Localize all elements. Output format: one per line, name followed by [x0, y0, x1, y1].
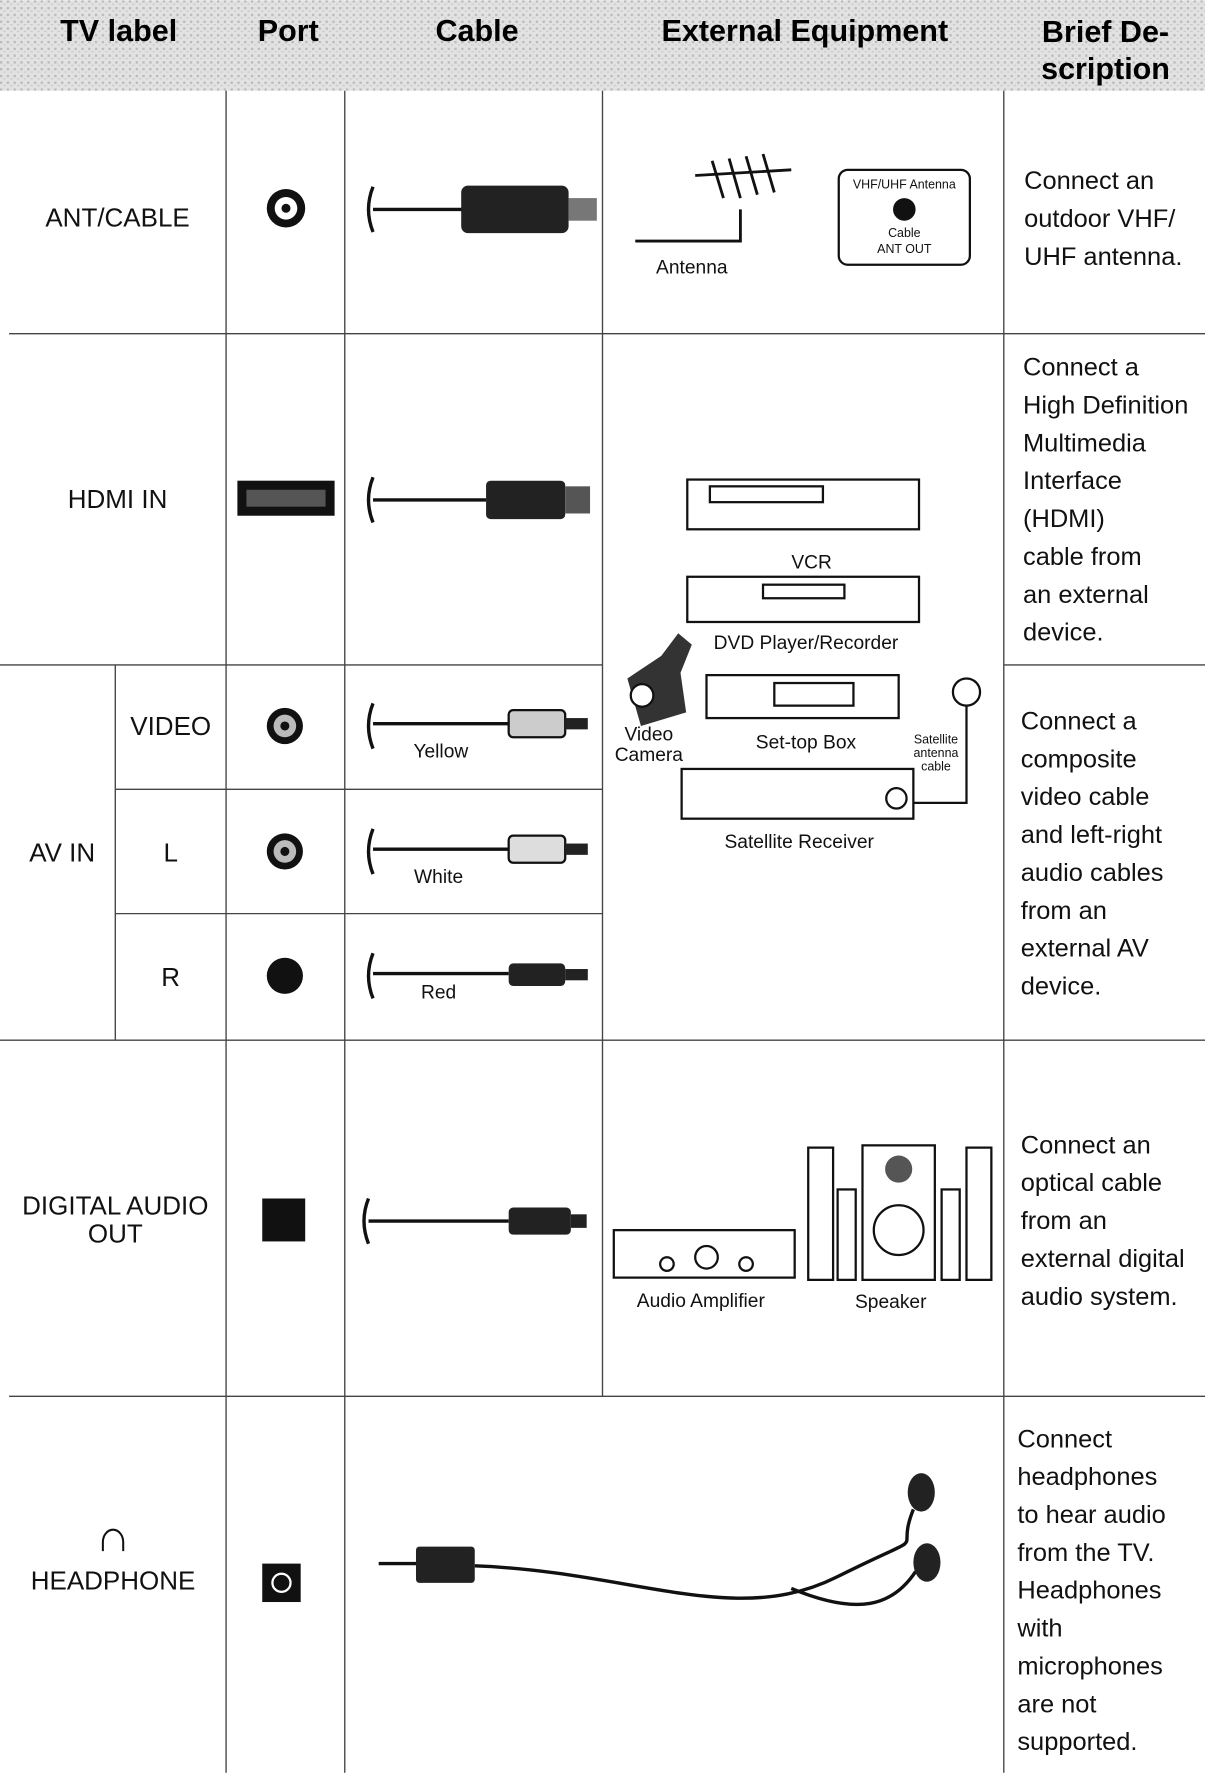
audio-equipment-drawings [612, 1144, 993, 1282]
description-line: from an [1021, 1207, 1107, 1235]
tv-label: ANT/CABLE [45, 202, 189, 232]
description-line: device. [1021, 973, 1102, 1001]
description-line: external digital [1021, 1245, 1185, 1273]
description-line: headphones [1017, 1463, 1157, 1491]
grid [0, 90, 1205, 1773]
panel-label: Cable [888, 226, 921, 240]
description-line: and left-right [1021, 821, 1162, 849]
header-cell: scription [1041, 52, 1170, 86]
header-cell: TV label [60, 14, 177, 48]
tv-label: HDMI IN [68, 484, 168, 514]
input-label: VIDEO [130, 711, 211, 741]
description-line: are not [1017, 1690, 1096, 1718]
description-line: external AV [1021, 935, 1149, 963]
equipment-label: Satellite Receiver [724, 832, 874, 853]
equipment-label: cable [921, 760, 951, 774]
equipment-label: Camera [615, 745, 684, 766]
description-line: Interface [1023, 467, 1122, 495]
equipment-label: Antenna [656, 258, 728, 279]
description-line: audio system. [1021, 1283, 1178, 1311]
panel-label: ANT OUT [877, 242, 932, 256]
av-equipment-drawings [627, 478, 982, 820]
header-cell: External Equipment [662, 14, 949, 48]
description-line: Connect a [1021, 707, 1138, 735]
description-line: audio cables [1021, 859, 1164, 887]
equipment-label: Speaker [855, 1292, 927, 1313]
header-cell: Brief De- [1042, 15, 1169, 49]
antenna-drawing [635, 153, 792, 243]
description-line: from the TV. [1017, 1539, 1154, 1567]
input-label: R [161, 962, 180, 992]
equipment-label: DVD Player/Recorder [714, 633, 899, 654]
headphone-icon [101, 1528, 125, 1552]
panel-label: VHF/UHF Antenna [853, 178, 956, 192]
cable-drawings [362, 186, 918, 1607]
equipment-label: Audio Amplifier [637, 1291, 766, 1312]
description-line: device. [1023, 619, 1104, 647]
description-line: from an [1021, 897, 1107, 925]
tv-label: AV IN [29, 838, 95, 868]
description-line: Headphones [1017, 1577, 1161, 1605]
input-label: L [163, 838, 177, 868]
tv-label: DIGITAL AUDIO [22, 1190, 208, 1220]
description-line: Connect an [1024, 167, 1154, 195]
description-line: an external [1023, 581, 1149, 609]
description-line: Connect an [1021, 1131, 1151, 1159]
description-line: High Definition [1023, 392, 1188, 420]
equipment-label: Video [624, 725, 673, 746]
equipment-label: Set-top Box [756, 732, 857, 753]
description-line: cable from [1023, 543, 1142, 571]
description-line: UHF antenna. [1024, 243, 1182, 271]
description-line: optical cable [1021, 1169, 1162, 1197]
equipment-label: VCR [791, 553, 832, 574]
description-line: with [1016, 1615, 1062, 1643]
description-line: Connect a [1023, 354, 1140, 382]
header-cell: Port [258, 14, 319, 48]
description-line: outdoor VHF/ [1024, 205, 1176, 233]
description-line: to hear audio [1017, 1501, 1165, 1529]
description-line: (HDMI) [1023, 505, 1105, 533]
cable-label: Yellow [413, 741, 468, 762]
panel-port [893, 198, 916, 221]
description-line: video cable [1021, 783, 1150, 811]
header-band [0, 0, 1205, 91]
header-cell: Cable [435, 14, 518, 48]
cable-label: White [414, 867, 463, 888]
cable-label: Red [421, 982, 456, 1003]
port-icons [237, 189, 335, 1603]
descriptions: Connect an outdoor VHF/UHF antenna. Connec… [1016, 167, 1188, 1756]
description-line: microphones [1017, 1652, 1163, 1680]
tv-label: OUT [88, 1219, 143, 1249]
cable-connectors [415, 185, 941, 1583]
equipment-label: Satellite [914, 733, 958, 747]
tv-label: HEADPHONE [31, 1566, 196, 1596]
equipment-label: antenna [914, 746, 959, 760]
description-line: supported. [1017, 1728, 1137, 1756]
description-line: Connect [1017, 1425, 1112, 1453]
description-line: composite [1021, 745, 1137, 773]
description-line: Multimedia [1023, 429, 1147, 457]
